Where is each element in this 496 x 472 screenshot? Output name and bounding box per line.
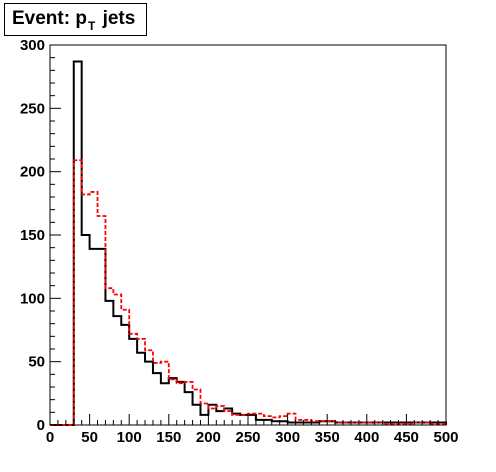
series-layer (50, 60, 447, 426)
x-tick-label: 50 (81, 429, 98, 446)
x-tick-label: 250 (235, 429, 260, 446)
histogram-series-2 (50, 159, 447, 426)
axis-ticks (49, 44, 447, 426)
y-tick-label: 150 (20, 227, 45, 244)
chart-title: Event: pT jets (12, 8, 136, 33)
y-tick-label: 50 (28, 354, 45, 371)
x-tick-label: 150 (156, 429, 181, 446)
title-suffix: jets (102, 8, 136, 29)
x-tick-label: 300 (275, 429, 300, 446)
plot-frame-rect (49, 44, 447, 426)
y-tick-label: 200 (20, 164, 45, 181)
title-subscript: T (87, 19, 96, 33)
x-tick-label: 100 (117, 429, 142, 446)
chart-title-box: Event: pT jets (4, 3, 147, 36)
x-tick-label: 200 (196, 429, 221, 446)
y-tick-label: 300 (20, 37, 45, 54)
y-tick-label: 250 (20, 100, 45, 117)
x-tick-label: 450 (394, 429, 419, 446)
x-tick-label: 350 (315, 429, 340, 446)
histogram-series-1 (50, 60, 447, 426)
x-tick-label: 0 (46, 429, 54, 446)
plot-frame (49, 44, 447, 426)
y-tick-label: 100 (20, 290, 45, 307)
x-tick-label: 500 (433, 429, 458, 446)
y-tick-label: 0 (37, 417, 45, 434)
title-main: Event: p (12, 8, 87, 29)
axis-tick-labels: 0 50 100 150 200 250 300 350 400 450 500 0 50 100 150 2… (20, 37, 459, 446)
x-tick-label: 400 (354, 429, 379, 446)
